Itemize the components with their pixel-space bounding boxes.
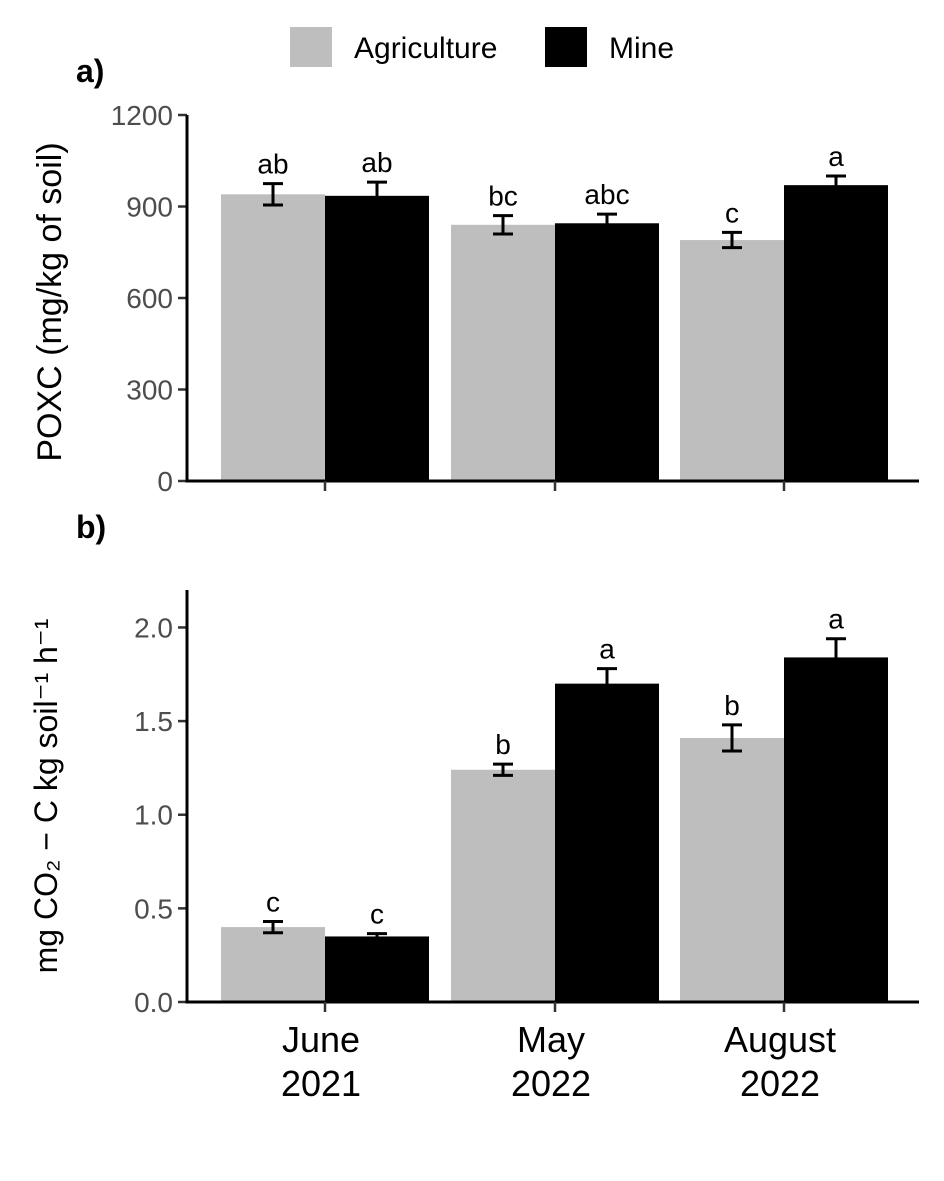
panel-b-bars: c b b c a a xyxy=(221,604,888,1002)
significance-letter: b xyxy=(724,690,740,721)
bar xyxy=(555,683,659,1002)
bar xyxy=(221,194,325,482)
ytick-label: 0.5 xyxy=(134,893,173,924)
ytick-label: 1.5 xyxy=(134,706,173,737)
significance-letter: c xyxy=(725,197,739,228)
panel-a-yticks: 0 300 600 900 1200 xyxy=(111,100,187,497)
panel-b-label: b) xyxy=(76,509,106,545)
panel-b-axes xyxy=(185,590,919,1012)
panel-b-xticklabels: June 2021 May 2022 August 2022 xyxy=(281,1019,836,1104)
significance-letter: ab xyxy=(257,149,288,180)
ytick-label: 1200 xyxy=(111,100,173,131)
significance-letter: abc xyxy=(584,179,629,210)
bar xyxy=(784,185,888,481)
bar xyxy=(784,657,888,1002)
bar xyxy=(325,936,429,1002)
legend-key-agriculture xyxy=(290,27,332,67)
panel-b: b) mg CO₂ − C kg soil⁻¹ h⁻¹ 0.0 0.5 1.0 1.5… xyxy=(28,509,919,1104)
significance-letter: c xyxy=(266,886,280,917)
ytick-label: 0.0 xyxy=(134,987,173,1018)
panel-a: a) POXC (mg/kg of soil) 0 300 600 900 1200 a… xyxy=(31,53,919,497)
bar xyxy=(680,240,784,481)
legend: Agriculture Mine xyxy=(290,27,674,67)
significance-letter: a xyxy=(828,141,844,172)
ytick-label: 2.0 xyxy=(134,612,173,643)
significance-letter: c xyxy=(370,899,384,930)
ytick-label: 300 xyxy=(126,375,173,406)
panel-b-ylabel: mg CO₂ − C kg soil⁻¹ h⁻¹ xyxy=(28,619,64,974)
panel-a-ylabel: POXC (mg/kg of soil) xyxy=(31,142,69,461)
bar xyxy=(451,224,555,482)
panel-a-axes xyxy=(185,115,919,491)
panel-a-label: a) xyxy=(76,53,104,89)
ytick-label: 1.0 xyxy=(134,800,173,831)
xtick-label: May 2022 xyxy=(511,1019,591,1104)
significance-letter: bc xyxy=(488,181,518,212)
significance-letter: a xyxy=(599,634,615,665)
panel-a-bars: ab bc c ab abc a xyxy=(221,141,888,482)
significance-letter: ab xyxy=(361,147,392,178)
bar xyxy=(555,223,659,481)
significance-letter: a xyxy=(828,604,844,635)
legend-label-agriculture: Agriculture xyxy=(354,32,497,65)
ytick-label: 600 xyxy=(126,283,173,314)
ytick-label: 0 xyxy=(157,466,173,497)
bar xyxy=(451,769,555,1002)
xtick-label: June 2021 xyxy=(281,1019,361,1104)
significance-letter: b xyxy=(495,729,511,760)
legend-key-mine xyxy=(545,27,587,67)
bar xyxy=(680,737,784,1002)
bar xyxy=(221,927,325,1002)
panel-b-yticks: 0.0 0.5 1.0 1.5 2.0 xyxy=(134,612,187,1018)
ytick-label: 900 xyxy=(126,192,173,223)
bar xyxy=(325,195,429,481)
legend-label-mine: Mine xyxy=(609,32,674,65)
xtick-label: August 2022 xyxy=(724,1019,836,1104)
